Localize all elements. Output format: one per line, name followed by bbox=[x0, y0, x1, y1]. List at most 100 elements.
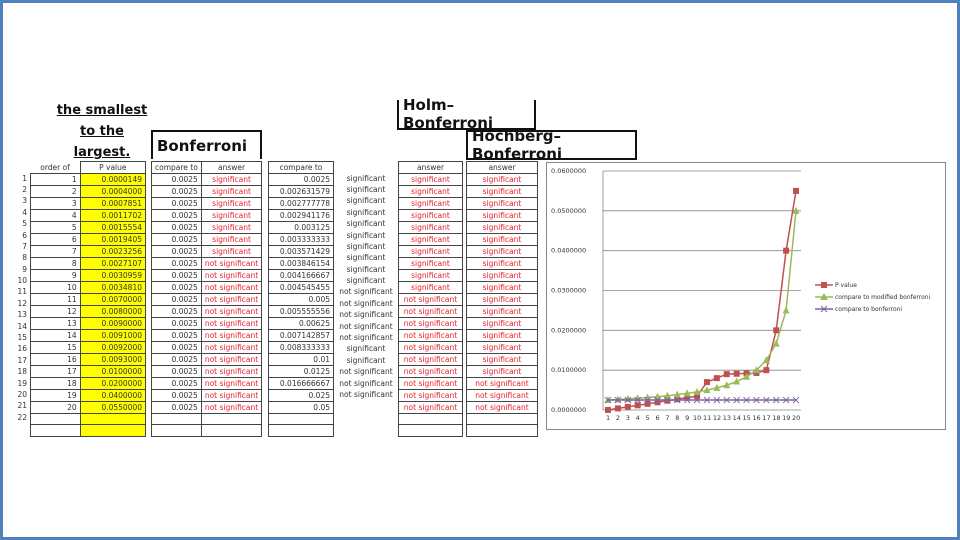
bonf-answer-cell[interactable]: not significant bbox=[200, 389, 263, 402]
p-value-cell[interactable]: 0.0093000 bbox=[79, 353, 147, 366]
mod-result-cell[interactable]: significant bbox=[346, 207, 386, 217]
order-cell[interactable]: 10 bbox=[30, 281, 81, 294]
bonf-answer-cell[interactable] bbox=[200, 424, 263, 437]
mod-compare-cell[interactable]: 0.004166667 bbox=[268, 269, 334, 282]
bonf-compare-cell[interactable]: 0.0025 bbox=[151, 377, 202, 390]
mod-result-cell[interactable]: significant bbox=[346, 253, 386, 263]
p-value-cell[interactable]: 0.0007851 bbox=[79, 197, 147, 210]
p-value-cell[interactable]: 0.0092000 bbox=[79, 341, 147, 354]
hochberg-answer-cell[interactable]: significant bbox=[466, 353, 538, 366]
holm-answer-cell[interactable]: not significant bbox=[398, 389, 463, 402]
p-value-cell[interactable]: 0.0004000 bbox=[79, 185, 147, 198]
order-cell[interactable]: 16 bbox=[30, 353, 81, 366]
bonf-compare-cell[interactable]: 0.0025 bbox=[151, 293, 202, 306]
hochberg-answer-cell[interactable] bbox=[466, 412, 538, 426]
mod-result-cell[interactable]: not significant bbox=[339, 298, 393, 308]
bonf-compare-cell[interactable]: 0.0025 bbox=[151, 245, 202, 258]
row-number[interactable]: 17 bbox=[17, 355, 27, 365]
row-number[interactable]: 3 bbox=[22, 196, 27, 206]
holm-answer-cell[interactable]: not significant bbox=[398, 353, 463, 366]
order-cell[interactable]: 6 bbox=[30, 233, 81, 246]
order-cell[interactable]: 13 bbox=[30, 317, 81, 330]
row-number[interactable]: 12 bbox=[17, 298, 27, 308]
holm-answer-cell[interactable]: not significant bbox=[398, 305, 463, 318]
p-value-cell[interactable]: 0.0027107 bbox=[79, 257, 147, 270]
mod-compare-cell[interactable]: 0.002777778 bbox=[268, 197, 334, 210]
bonf-compare-cell[interactable]: 0.0025 bbox=[151, 257, 202, 270]
p-value-cell[interactable] bbox=[79, 424, 147, 437]
order-cell[interactable] bbox=[30, 412, 81, 426]
row-number[interactable]: 2 bbox=[22, 184, 27, 194]
holm-answer-cell[interactable]: significant bbox=[398, 221, 463, 234]
order-cell[interactable] bbox=[30, 424, 81, 437]
hochberg-answer-cell[interactable]: not significant bbox=[466, 377, 538, 390]
mod-compare-cell[interactable]: 0.016666667 bbox=[268, 377, 334, 390]
holm-answer-cell[interactable]: not significant bbox=[398, 317, 463, 330]
bonf-compare-cell[interactable]: 0.0025 bbox=[151, 197, 202, 210]
hochberg-answer-cell[interactable]: significant bbox=[466, 269, 538, 282]
mod-result-cell[interactable]: significant bbox=[346, 230, 386, 240]
order-cell[interactable]: 1 bbox=[30, 173, 81, 186]
line-chart[interactable]: 0.0000000 0.0100000 0.0200000 0.0300000 0.04… bbox=[546, 162, 946, 430]
mod-result-cell[interactable]: significant bbox=[346, 196, 386, 206]
bonf-answer-cell[interactable]: significant bbox=[200, 245, 263, 258]
holm-answer-cell[interactable]: significant bbox=[398, 245, 463, 258]
bonf-answer-cell[interactable]: not significant bbox=[200, 341, 263, 354]
mod-compare-cell[interactable]: 0.025 bbox=[268, 389, 334, 402]
hochberg-answer-header[interactable]: answer bbox=[466, 161, 538, 174]
bonf-compare-cell[interactable]: 0.0025 bbox=[151, 209, 202, 222]
bonf-answer-cell[interactable]: not significant bbox=[200, 401, 263, 414]
row-number[interactable]: 11 bbox=[17, 287, 27, 297]
bonf-compare-cell[interactable] bbox=[151, 412, 202, 426]
row-number[interactable]: 6 bbox=[22, 230, 27, 240]
hochberg-answer-cell[interactable]: significant bbox=[466, 209, 538, 222]
order-cell[interactable]: 9 bbox=[30, 269, 81, 282]
holm-answer-cell[interactable]: significant bbox=[398, 281, 463, 294]
p-value-cell[interactable]: 0.0091000 bbox=[79, 329, 147, 342]
order-cell[interactable]: 12 bbox=[30, 305, 81, 318]
mod-result-cell[interactable]: not significant bbox=[339, 321, 393, 331]
bonf-answer-cell[interactable]: significant bbox=[200, 233, 263, 246]
mod-result-cell[interactable]: significant bbox=[346, 355, 386, 365]
order-cell[interactable]: 18 bbox=[30, 377, 81, 390]
holm-answer-cell[interactable] bbox=[398, 412, 463, 426]
mod-result-cell[interactable]: significant bbox=[346, 173, 386, 183]
bonf-compare-cell[interactable]: 0.0025 bbox=[151, 221, 202, 234]
p-value-cell[interactable]: 0.0080000 bbox=[79, 305, 147, 318]
order-cell[interactable]: 4 bbox=[30, 209, 81, 222]
mod-result-cell[interactable] bbox=[336, 400, 396, 411]
bonf-answer-cell[interactable]: significant bbox=[200, 185, 263, 198]
mod-result-cell[interactable]: not significant bbox=[339, 287, 393, 297]
holm-answer-cell[interactable]: not significant bbox=[398, 341, 463, 354]
mod-compare-cell[interactable]: 0.003846154 bbox=[268, 257, 334, 270]
p-value-cell[interactable]: 0.0023256 bbox=[79, 245, 147, 258]
row-number-header[interactable] bbox=[14, 161, 30, 172]
order-cell[interactable]: 17 bbox=[30, 365, 81, 378]
row-number[interactable]: 4 bbox=[22, 207, 27, 217]
bonf-compare-cell[interactable]: 0.0025 bbox=[151, 173, 202, 186]
bonf-compare-cell[interactable]: 0.0025 bbox=[151, 233, 202, 246]
bonf-compare-cell[interactable]: 0.0025 bbox=[151, 305, 202, 318]
bonf-compare-cell[interactable]: 0.0025 bbox=[151, 329, 202, 342]
bonf-compare-cell[interactable]: 0.0025 bbox=[151, 365, 202, 378]
row-number[interactable]: 1 bbox=[22, 173, 27, 183]
mod-compare-cell[interactable]: 0.003333333 bbox=[268, 233, 334, 246]
mod-compare-cell[interactable]: 0.007142857 bbox=[268, 329, 334, 342]
row-number[interactable]: 9 bbox=[22, 264, 27, 274]
row-number[interactable]: 19 bbox=[17, 378, 27, 388]
mod-compare-cell[interactable]: 0.01 bbox=[268, 353, 334, 366]
holm-answer-cell[interactable]: not significant bbox=[398, 377, 463, 390]
bonf-answer-cell[interactable]: not significant bbox=[200, 269, 263, 282]
row-number[interactable]: 8 bbox=[22, 253, 27, 263]
bonf-compare-cell[interactable] bbox=[151, 424, 202, 437]
hochberg-answer-cell[interactable]: significant bbox=[466, 329, 538, 342]
row-number[interactable]: 13 bbox=[17, 310, 27, 320]
mod-compare-cell[interactable]: 0.003571429 bbox=[268, 245, 334, 258]
mod-compare-cell[interactable] bbox=[268, 412, 334, 426]
mod-compare-cell[interactable]: 0.00625 bbox=[268, 317, 334, 330]
p-value-cell[interactable]: 0.0090000 bbox=[79, 317, 147, 330]
bonf-compare-cell[interactable]: 0.0025 bbox=[151, 281, 202, 294]
mod-compare-cell[interactable]: 0.005555556 bbox=[268, 305, 334, 318]
bonf-compare-header[interactable]: compare to bbox=[151, 161, 202, 174]
holm-answer-cell[interactable]: significant bbox=[398, 185, 463, 198]
